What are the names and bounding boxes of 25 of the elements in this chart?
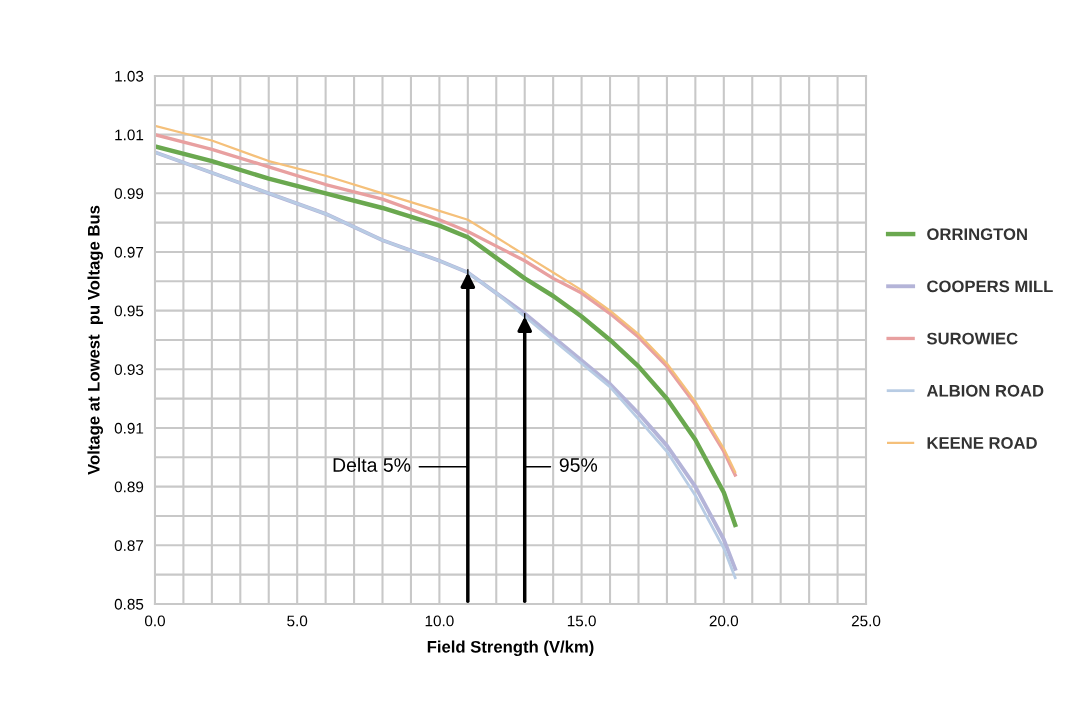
y-tick-label: 0.85 — [114, 598, 144, 610]
legend-label: COOPERS MILL — [927, 280, 1053, 293]
annotation: Delta 5% — [333, 457, 411, 472]
y-tick-label: 0.95 — [114, 305, 144, 317]
x-axis-title: Field Strength (V/km) — [427, 640, 594, 657]
x-tick-label: 10.0 — [425, 615, 454, 627]
y-tick-label: 0.97 — [114, 246, 144, 258]
y-tick-label: 1.03 — [115, 70, 144, 82]
y-tick-label: 0.93 — [114, 364, 144, 376]
legend-label: ALBION ROAD — [926, 384, 1044, 397]
y-tick-label: 0.99 — [114, 188, 144, 199]
y-tick-label: 0.87 — [114, 540, 144, 552]
x-tick-label: 25.0 — [851, 615, 881, 627]
legend-label: ORRINGTON — [927, 228, 1027, 241]
x-tick-label: 5.0 — [287, 615, 308, 627]
legend-label: SUROWIEC — [926, 332, 1018, 345]
y-tick-label: 0.91 — [114, 422, 144, 434]
annotation: 95% — [559, 458, 598, 472]
y-tick-label: 1.01 — [115, 129, 144, 141]
y-tick-label: 0.89 — [114, 481, 144, 493]
x-tick-label: 0.0 — [144, 615, 165, 627]
x-tick-label: 15.0 — [567, 615, 596, 627]
x-tick-label: 20.0 — [709, 615, 739, 627]
legend-label: KEENE ROAD — [927, 437, 1037, 449]
y-axis-title: Voltage at Lowest pu Voltage Bus — [87, 205, 104, 475]
